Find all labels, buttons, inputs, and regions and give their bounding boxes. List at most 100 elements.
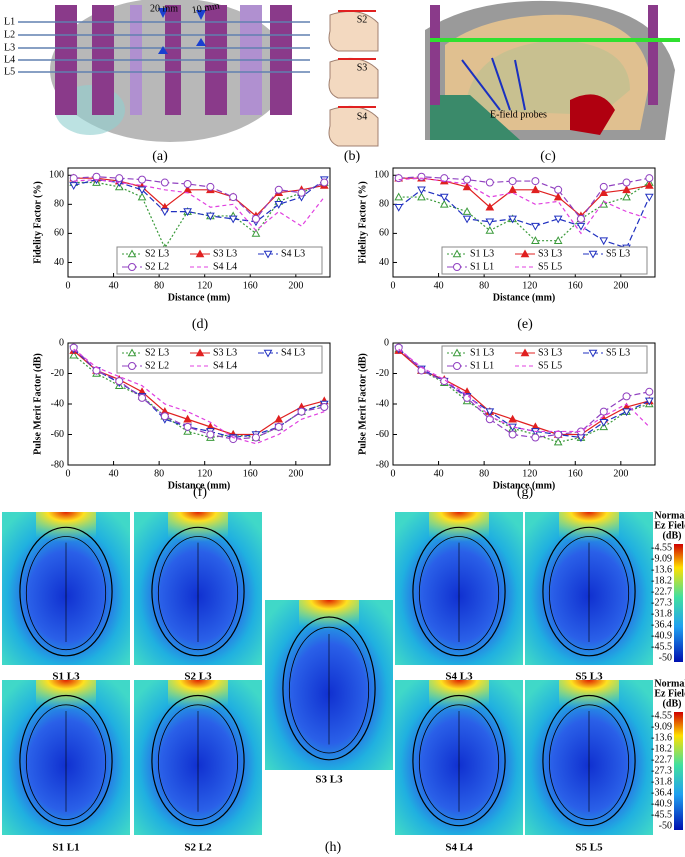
plot-frame (392, 167, 656, 278)
legend-label: S1 L1 (470, 261, 494, 272)
head-outline (548, 704, 630, 820)
marker (645, 387, 654, 396)
x-axis-label: Distance (mm) (493, 292, 555, 303)
marker (417, 172, 426, 181)
series-line (73, 350, 325, 436)
marker (485, 218, 495, 227)
marker (644, 180, 654, 189)
marker (462, 207, 472, 215)
legend-marker (127, 249, 137, 258)
marker (69, 182, 79, 190)
colorbar-tick-label: -22.7 (651, 754, 672, 765)
marker (160, 178, 169, 187)
panel-a (18, 0, 310, 142)
head-outline (412, 694, 506, 827)
marker (160, 412, 169, 421)
series-line (398, 348, 650, 433)
colorbar-tick-label: -9.09 (651, 721, 672, 732)
annotation: E-field probes (490, 109, 547, 120)
marker (160, 208, 170, 217)
legend-label: S3 L3 (213, 347, 237, 358)
series-line (73, 179, 325, 223)
marker (485, 225, 495, 234)
y-tick-label: 40 (379, 257, 389, 268)
x-tick-label: 0 (391, 468, 396, 479)
head-outline (288, 626, 370, 754)
map-label: S5 L5 (575, 842, 603, 854)
marker (508, 430, 517, 439)
head-outline (418, 704, 500, 820)
legend-box (441, 246, 648, 275)
caption: (c) (540, 149, 556, 164)
colorbar-tick-label: -13.6 (651, 732, 672, 743)
marker (463, 175, 472, 184)
head-outline (25, 704, 107, 820)
y-tick-label: 80 (54, 199, 64, 210)
caption: (g) (517, 485, 534, 500)
marker (394, 343, 403, 352)
x-tick-label: 120 (522, 280, 537, 291)
marker (553, 236, 563, 244)
legend-label: S3 L3 (538, 347, 562, 358)
head-outline (19, 526, 113, 657)
series-line (73, 181, 325, 250)
legend-marker (263, 349, 273, 358)
subject-label: S3 (357, 62, 368, 73)
series-line (73, 179, 325, 232)
colorbar-tick-label: -36.4 (651, 619, 672, 630)
caption: (a) (152, 149, 168, 164)
colorbar-tick-label: -22.7 (651, 586, 672, 597)
marker (645, 174, 654, 183)
marker (599, 407, 608, 416)
colorbar-tick-label: -18.2 (651, 575, 672, 586)
legend-label: S1 L1 (470, 360, 494, 371)
y-tick-label: -20 (51, 368, 64, 379)
marker (485, 408, 495, 417)
colorbar-tick-label: -27.3 (651, 597, 672, 608)
marker (274, 201, 284, 209)
marker (115, 174, 124, 183)
x-tick-label: 200 (613, 280, 628, 291)
x-tick-label: 160 (568, 280, 583, 291)
colorbar-title: Ez Field (654, 520, 685, 531)
caption: (d) (192, 317, 209, 332)
head-outline (548, 536, 630, 651)
series-line (398, 182, 650, 242)
y-tick-label: 40 (54, 257, 64, 268)
head-outline (25, 536, 107, 651)
legend-marker (520, 249, 530, 258)
y-tick-label: -80 (376, 459, 389, 470)
marker (417, 192, 426, 201)
series-line (398, 176, 650, 220)
series-line (73, 347, 325, 440)
marker (274, 185, 283, 194)
layer-label: L5 (4, 66, 15, 77)
legend-marker (452, 348, 462, 357)
marker (508, 177, 517, 186)
legend-label: S1 L3 (470, 248, 494, 259)
y-tick-label: 60 (379, 228, 389, 239)
plot-frame (67, 167, 331, 278)
legend-label: S2 L2 (145, 261, 169, 272)
x-tick-label: 80 (154, 468, 164, 479)
panel-b (328, 10, 379, 147)
legend-marker (195, 249, 205, 258)
colorbar-title: (dB) (663, 698, 682, 709)
marker (531, 177, 540, 186)
y-tick-label: 60 (54, 228, 64, 239)
marker (531, 222, 540, 231)
marker (137, 192, 147, 201)
legend-label: S2 L3 (145, 248, 169, 259)
legend-label: S4 L4 (213, 360, 237, 371)
legend-marker (453, 263, 461, 271)
marker (229, 193, 238, 202)
x-axis-label: Distance (mm) (168, 292, 230, 303)
marker (622, 192, 631, 201)
layer-label: L3 (4, 42, 15, 53)
y-tick-label: 80 (379, 199, 389, 210)
x-tick-label: 40 (109, 280, 119, 291)
x-tick-label: 40 (434, 468, 444, 479)
caption: (b) (344, 149, 361, 164)
marker (644, 397, 654, 406)
